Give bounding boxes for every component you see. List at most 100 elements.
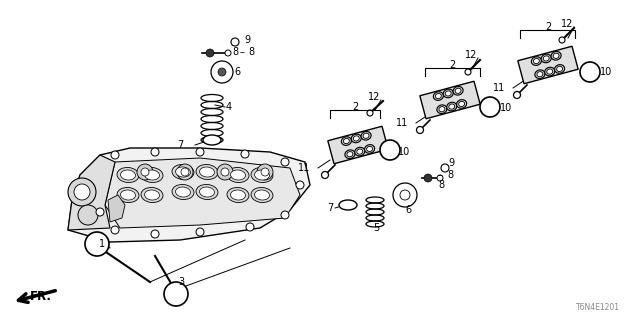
Ellipse shape: [230, 190, 246, 200]
Ellipse shape: [141, 188, 163, 203]
Ellipse shape: [355, 147, 365, 156]
Circle shape: [246, 223, 254, 231]
Ellipse shape: [551, 52, 561, 60]
Ellipse shape: [433, 92, 444, 100]
Text: 10: 10: [398, 147, 410, 157]
Ellipse shape: [227, 188, 249, 203]
Text: 8: 8: [447, 170, 453, 180]
Circle shape: [211, 61, 233, 83]
Ellipse shape: [456, 100, 467, 108]
Polygon shape: [105, 158, 300, 228]
Ellipse shape: [196, 164, 218, 180]
Ellipse shape: [553, 53, 559, 58]
Ellipse shape: [196, 184, 218, 200]
Text: 2: 2: [449, 60, 455, 70]
Circle shape: [424, 174, 432, 182]
Circle shape: [441, 164, 449, 172]
Circle shape: [367, 110, 373, 116]
Circle shape: [480, 97, 500, 117]
Text: 7: 7: [327, 203, 333, 213]
Polygon shape: [68, 155, 115, 230]
Ellipse shape: [449, 104, 454, 109]
Ellipse shape: [203, 135, 221, 145]
Text: T6N4E1201: T6N4E1201: [576, 303, 620, 312]
Ellipse shape: [367, 146, 372, 151]
Text: FR.: FR.: [30, 290, 52, 302]
Ellipse shape: [351, 134, 362, 143]
Ellipse shape: [439, 107, 445, 112]
Circle shape: [111, 151, 119, 159]
Circle shape: [281, 211, 289, 219]
Text: 6: 6: [234, 67, 240, 77]
Ellipse shape: [120, 190, 136, 200]
Circle shape: [151, 230, 159, 238]
Text: –: –: [240, 47, 245, 57]
Ellipse shape: [227, 167, 249, 182]
Text: 7: 7: [177, 140, 183, 150]
Text: 9: 9: [244, 35, 250, 45]
Circle shape: [465, 69, 471, 75]
Text: 12: 12: [561, 19, 573, 29]
Circle shape: [78, 205, 98, 225]
Circle shape: [181, 168, 189, 176]
Ellipse shape: [453, 86, 463, 95]
Circle shape: [196, 148, 204, 156]
Text: 8: 8: [438, 180, 444, 190]
Text: 4: 4: [226, 102, 232, 112]
Ellipse shape: [443, 89, 453, 98]
Ellipse shape: [255, 170, 269, 180]
Ellipse shape: [455, 88, 461, 93]
Text: 8: 8: [232, 47, 238, 57]
Ellipse shape: [531, 57, 541, 65]
Ellipse shape: [344, 139, 349, 144]
Circle shape: [513, 92, 520, 99]
Ellipse shape: [145, 170, 159, 180]
Ellipse shape: [145, 190, 159, 200]
Ellipse shape: [435, 93, 442, 99]
Circle shape: [68, 178, 96, 206]
Ellipse shape: [251, 188, 273, 203]
Ellipse shape: [345, 150, 355, 158]
Text: 2: 2: [352, 102, 358, 112]
Circle shape: [400, 190, 410, 200]
Text: 1: 1: [99, 239, 105, 249]
Ellipse shape: [341, 137, 351, 145]
Polygon shape: [518, 46, 578, 84]
Polygon shape: [108, 195, 125, 222]
Ellipse shape: [445, 91, 451, 96]
Polygon shape: [328, 126, 388, 164]
Ellipse shape: [533, 59, 540, 64]
Circle shape: [296, 181, 304, 189]
Circle shape: [380, 140, 400, 160]
Ellipse shape: [437, 105, 447, 114]
Circle shape: [393, 183, 417, 207]
Polygon shape: [68, 148, 310, 242]
Text: 11: 11: [493, 83, 505, 93]
Text: 10: 10: [500, 103, 512, 113]
Circle shape: [580, 62, 600, 82]
Circle shape: [261, 168, 269, 176]
Circle shape: [321, 172, 328, 179]
Ellipse shape: [172, 184, 194, 200]
Ellipse shape: [200, 167, 214, 177]
Circle shape: [111, 226, 119, 234]
Ellipse shape: [543, 56, 549, 61]
Text: 5: 5: [373, 223, 380, 233]
Ellipse shape: [357, 149, 363, 154]
Ellipse shape: [537, 72, 543, 77]
Circle shape: [217, 164, 233, 180]
Text: 6: 6: [405, 205, 411, 215]
Ellipse shape: [459, 101, 465, 107]
Circle shape: [281, 158, 289, 166]
Text: –: –: [438, 170, 443, 180]
Text: 3: 3: [178, 277, 184, 287]
Ellipse shape: [557, 66, 563, 71]
Circle shape: [141, 168, 149, 176]
Ellipse shape: [255, 190, 269, 200]
Circle shape: [196, 228, 204, 236]
Text: 11: 11: [396, 118, 408, 128]
Text: 12: 12: [368, 92, 380, 102]
Ellipse shape: [141, 167, 163, 182]
Text: 8: 8: [248, 47, 254, 57]
Circle shape: [218, 68, 226, 76]
